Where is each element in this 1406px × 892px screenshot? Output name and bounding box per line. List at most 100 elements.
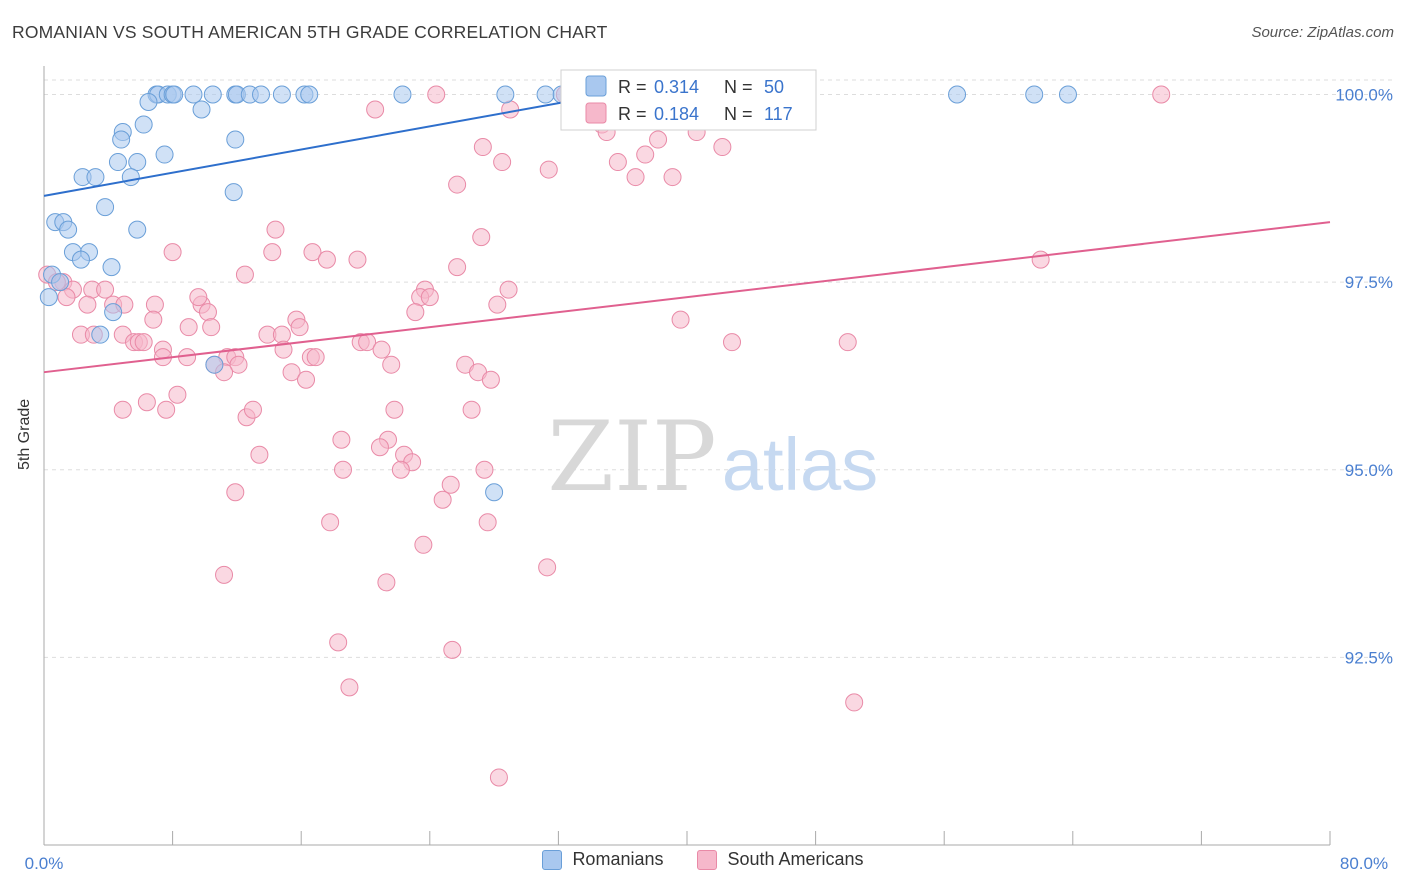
south-american-point-29 [235, 265, 254, 284]
chart-legend: Romanians South Americans [0, 849, 1406, 870]
south-american-point-109 [538, 558, 557, 577]
south-americans-n-value: 117 [764, 104, 793, 124]
romanian-points [39, 85, 1077, 502]
romanians-n-label: N = [724, 77, 753, 97]
south-american-point-85 [481, 370, 500, 389]
south-american-point-98 [250, 445, 269, 464]
romanian-point-22 [192, 100, 211, 119]
south-american-point-16 [608, 153, 627, 172]
chart-title: ROMANIAN VS SOUTH AMERICAN 5TH GRADE COR… [12, 22, 608, 42]
south-american-point-111 [377, 573, 396, 592]
romanian-point-49 [485, 483, 504, 502]
south-american-point-88 [113, 400, 132, 419]
legend-item-romanians[interactable]: Romanians [542, 849, 663, 870]
romanian-point-29 [128, 153, 147, 172]
south-american-point-76 [306, 348, 325, 367]
south-american-point-105 [433, 490, 452, 509]
watermark-atlas: atlas [722, 423, 878, 506]
south-american-point-23 [263, 243, 282, 262]
south-american-point-47 [488, 295, 507, 314]
romanian-point-20 [1058, 85, 1077, 104]
south-american-point-19 [448, 175, 467, 194]
romanian-point-34 [96, 198, 115, 217]
watermark: ZIP atlas [547, 401, 878, 513]
legend-item-south-americans[interactable]: South Americans [697, 849, 864, 870]
romanians-n-value: 50 [764, 77, 784, 97]
south-american-point-103 [441, 475, 460, 494]
south-american-point-89 [157, 400, 176, 419]
south-american-point-107 [478, 513, 497, 532]
romanian-point-37 [59, 220, 78, 239]
romanian-point-44 [51, 273, 70, 292]
south-american-point-49 [144, 310, 163, 329]
south-american-point-12 [649, 130, 668, 149]
south-american-point-93 [462, 400, 481, 419]
south-american-point-15 [493, 153, 512, 172]
south-american-point-46 [420, 288, 439, 307]
legend-label-south-americans: South Americans [727, 849, 864, 869]
romanian-point-48 [205, 355, 224, 374]
south-american-point-112 [329, 633, 348, 652]
south-american-point-35 [96, 280, 115, 299]
romanian-point-30 [121, 168, 140, 187]
south-american-point-21 [472, 228, 491, 247]
romanian-point-47 [91, 325, 110, 344]
south-american-point-108 [414, 535, 433, 554]
x-tick-label-0: 0.0% [25, 854, 64, 873]
romanian-point-26 [226, 130, 245, 149]
south-american-point-57 [290, 318, 309, 337]
south-american-point-110 [215, 565, 234, 584]
south-american-point-100 [391, 460, 410, 479]
watermark-zip: ZIP [547, 401, 716, 513]
romanian-point-25 [112, 130, 131, 149]
south-american-point-52 [671, 310, 690, 329]
romanians-r-label: R = [618, 77, 647, 97]
romanian-point-21 [139, 93, 158, 112]
south-american-point-0 [427, 85, 446, 104]
romanian-point-42 [102, 258, 121, 277]
south-american-point-84 [297, 370, 316, 389]
south-american-point-3 [1152, 85, 1171, 104]
romanian-point-45 [39, 288, 58, 307]
romanian-point-4 [165, 85, 184, 104]
south-american-point-37 [499, 280, 518, 299]
south-american-point-79 [382, 355, 401, 374]
south-american-point-92 [385, 400, 404, 419]
south-american-point-68 [372, 340, 391, 359]
south-american-point-63 [134, 333, 153, 352]
romanian-point-32 [86, 168, 105, 187]
south-american-point-69 [723, 333, 742, 352]
south-american-point-91 [243, 400, 262, 419]
x-tick-label-1: 80.0% [1340, 854, 1388, 873]
south-american-point-54 [202, 318, 221, 337]
romanian-point-10 [252, 85, 271, 104]
romanian-point-13 [300, 85, 319, 104]
south-americans-r-value: 0.184 [654, 104, 699, 124]
south-american-point-24 [303, 243, 322, 262]
south-american-point-97 [370, 438, 389, 457]
south-american-point-38 [57, 288, 76, 307]
romanians-swatch [542, 849, 563, 870]
south-american-point-53 [179, 318, 198, 337]
source-note: Source: ZipAtlas.com [1251, 24, 1394, 41]
south-american-point-78 [229, 355, 248, 374]
south-american-point-50 [198, 303, 217, 322]
south-american-point-104 [226, 483, 245, 502]
legend-label-romanians: Romanians [572, 849, 664, 869]
south-american-point-106 [321, 513, 340, 532]
south-american-point-17 [539, 160, 558, 179]
romanians-r-value: 0.314 [654, 77, 699, 97]
south-american-point-115 [845, 693, 864, 712]
south-american-point-26 [348, 250, 367, 269]
south-american-point-10 [636, 145, 655, 164]
tick-labels: 92.5% 95.0% 97.5% 100.0% 0.0% 80.0% [25, 86, 1393, 873]
south-americans-stat-swatch [585, 102, 607, 124]
romanian-point-19 [1025, 85, 1044, 104]
south-american-point-39 [78, 295, 97, 314]
south-american-point-20 [266, 220, 285, 239]
south-americans-swatch [697, 849, 718, 870]
south-american-point-4 [366, 100, 385, 119]
south-american-point-25 [317, 250, 336, 269]
south-americans-trend-line [43, 221, 1331, 374]
